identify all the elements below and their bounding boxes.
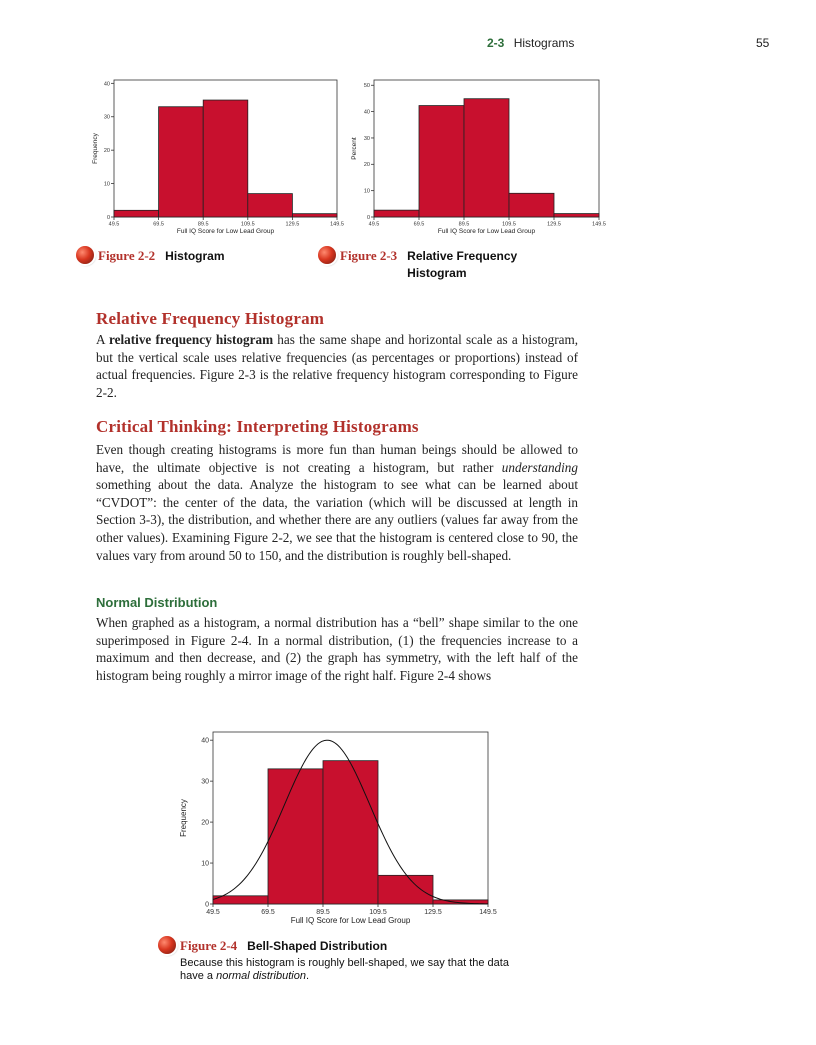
x-tick-label: 89.5 [459,222,470,228]
x-tick-label: 49.5 [206,909,220,916]
y-tick-label: 10 [364,189,370,195]
histogram-bar [247,193,293,218]
y-tick-label: 0 [205,901,209,908]
y-tick-label: 20 [104,148,110,154]
y-tick-label: 30 [104,115,110,121]
histogram-bar [508,192,555,218]
x-tick-label: 129.5 [286,222,300,228]
x-axis-label: Full IQ Score for Low Lead Group [291,916,411,925]
x-tick-label: 129.5 [547,222,561,228]
histogram-bar [113,209,159,218]
text-run: something about the data. Analyze the hi… [96,477,578,563]
y-tick-label: 20 [201,820,209,827]
x-axis-label: Full IQ Score for Low Lead Group [177,228,275,235]
x-tick-label: 149.5 [592,222,606,228]
subsection-title-normal-distribution: Normal Distribution [96,595,218,610]
histogram-bar [158,106,204,218]
y-tick-label: 50 [364,83,370,89]
y-tick-label: 10 [104,182,110,188]
x-tick-label: 149.5 [330,222,344,228]
emphasis-understanding: understanding [501,459,578,475]
x-tick-label: 49.5 [369,222,380,228]
histogram-bar [373,209,420,218]
histogram-bar [553,213,600,218]
term-relative-frequency-histogram: relative frequency histogram [109,332,274,347]
section-title-critical-thinking: Critical Thinking: Interpreting Histogra… [96,417,419,436]
figure-bullet-icon [318,246,336,264]
histogram-bar [432,899,489,905]
figure-2-4-number: Figure 2-4 [180,938,238,953]
paragraph-critical-thinking: Even though creating histograms is more … [96,441,578,564]
x-tick-label: 69.5 [261,909,275,916]
y-axis-label: Frequency [92,132,99,163]
histogram-bar [463,98,510,218]
x-axis-label: Full IQ Score for Low Lead Group [438,228,536,235]
histogram-bar [377,874,434,905]
figure-2-2-number: Figure 2-2 [98,248,156,263]
figure-2-3-number: Figure 2-3 [340,248,398,263]
y-tick-label: 40 [364,110,370,116]
figure-2-2-histogram: 0 10 20 30 40 49.5 69.5 89.5 109.5 129.5 149.5 Full… [92,79,344,235]
x-tick-label: 69.5 [153,222,164,228]
figure-2-4-title: Bell-Shaped Distribution [247,939,388,953]
figure-2-2-caption: Figure 2-2 Histogram [76,246,225,265]
paragraph-relative-frequency: A relative frequency histogram has the s… [96,331,578,401]
x-tick-label: 49.5 [109,222,120,228]
page-number: 55 [756,36,770,50]
x-tick-label: 109.5 [369,909,387,916]
figure-2-3-title: Relative Frequency Histogram [407,248,517,282]
x-tick-label: 89.5 [316,909,330,916]
y-axis-label: Percent [351,137,358,160]
figure-2-4-caption: Figure 2-4 Bell-Shaped Distribution Beca… [158,936,510,983]
figure-2-3-caption: Figure 2-3 Relative Frequency Histogram [318,246,517,282]
figure-2-3-title-line2: Histogram [407,266,467,280]
x-tick-label: 69.5 [414,222,425,228]
y-axis-label: Frequency [179,799,188,837]
figure-2-3-relative-frequency-histogram: 0 10 20 30 40 50 49.5 69.5 89.5 109.5 129.5 149.5 Fu… [351,79,606,235]
text-run: . [305,970,310,982]
running-head-section-number: 2-3 [487,36,505,50]
histogram-bar [202,99,249,218]
x-tick-label: 129.5 [424,909,442,916]
figure-2-4-bell-shaped-histogram: 0 10 20 30 40 49.5 69.5 89.5 109.5 129.5 149.5 Full… [179,731,497,925]
figure-bullet-icon [76,246,94,264]
running-head: 2-3 Histograms [487,36,574,50]
figure-2-3-title-line1: Relative Frequency [407,249,518,263]
x-tick-label: 109.5 [502,222,516,228]
y-tick-label: 30 [201,779,209,786]
emphasis-normal-distribution: normal distribution [216,970,306,982]
normal-curve-overlay [212,739,489,905]
text-run: has the same shape and horizontal scale … [96,332,578,400]
section-title-relative-frequency-histogram: Relative Frequency Histogram [96,309,325,328]
y-tick-label: 10 [201,860,209,867]
figure-2-4-description: Because this histogram is roughly bell-s… [180,957,510,983]
x-tick-label: 109.5 [241,222,255,228]
y-tick-label: 20 [364,162,370,168]
y-tick-label: 40 [201,738,209,745]
histogram-bar [322,760,379,905]
figure-2-2-title: Histogram [165,249,225,263]
text-run: A [96,332,110,347]
histogram-bar [267,768,324,905]
x-tick-label: 149.5 [479,909,497,916]
figure-bullet-icon [158,936,176,954]
running-head-section-title: Histograms [513,36,575,50]
y-tick-label: 0 [107,215,110,221]
histogram-bar [418,105,465,218]
histogram-bar [291,213,338,218]
text-run: Even though creating histograms is more … [96,442,578,475]
paragraph-normal-distribution: When graphed as a histogram, a normal di… [96,615,578,683]
y-tick-label: 30 [364,136,370,142]
y-tick-label: 40 [104,81,110,87]
x-tick-label: 89.5 [198,222,209,228]
y-tick-label: 0 [367,215,370,221]
text-run: Because this histogram is roughly bell-s… [180,957,509,982]
